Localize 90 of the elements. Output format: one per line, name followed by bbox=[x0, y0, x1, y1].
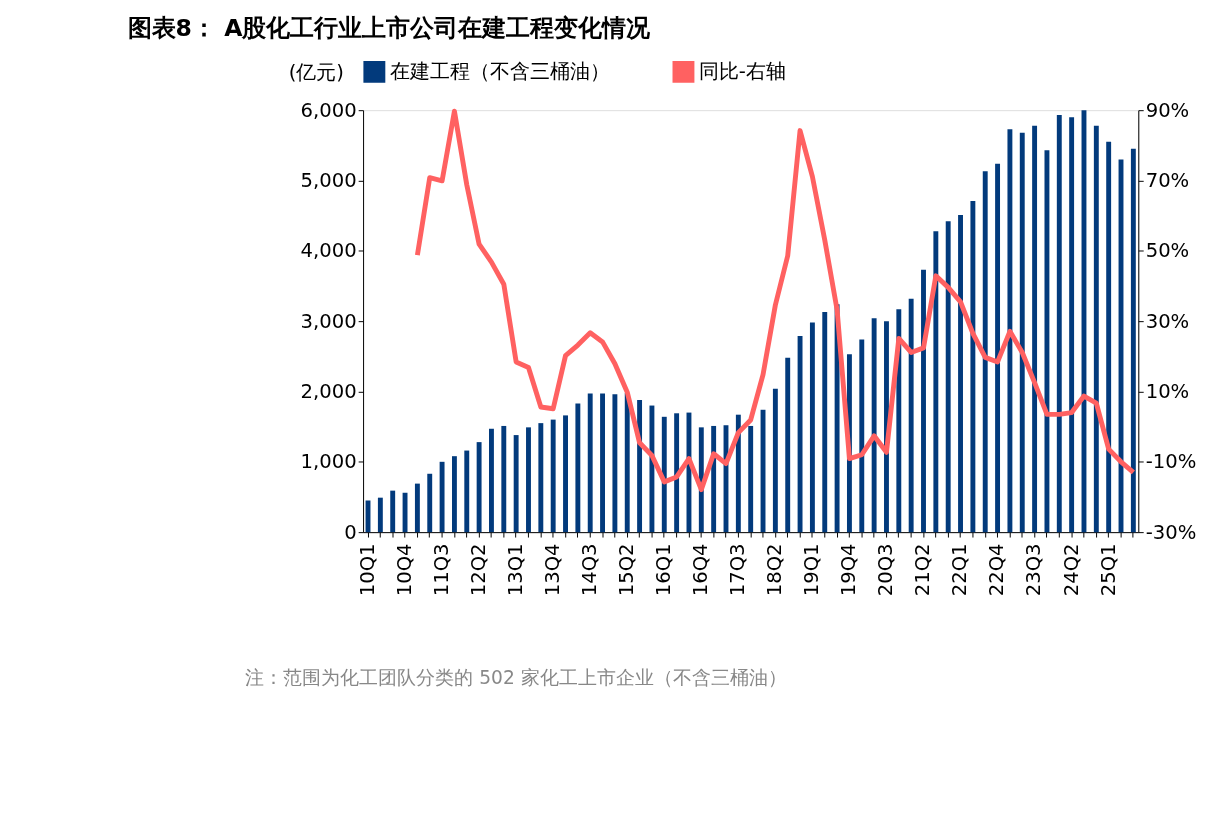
bar bbox=[1106, 141, 1112, 533]
x-tick-label: 25Q1 bbox=[1096, 543, 1120, 597]
x-tick-label: 20Q3 bbox=[874, 543, 898, 597]
bar bbox=[377, 497, 383, 533]
y2-tick-label: 30% bbox=[1145, 309, 1190, 333]
bar bbox=[735, 414, 741, 533]
bar bbox=[871, 318, 877, 533]
y2-tick-label: 90% bbox=[1145, 98, 1190, 122]
x-tick-label: 14Q3 bbox=[578, 543, 602, 597]
x-tick-label: 15Q2 bbox=[615, 543, 639, 597]
x-tick-label: 19Q4 bbox=[837, 543, 861, 597]
bar bbox=[1093, 125, 1099, 533]
legend-label: 同比-右轴 bbox=[698, 59, 786, 83]
bar bbox=[587, 393, 593, 533]
bar bbox=[674, 413, 680, 533]
bar bbox=[414, 483, 420, 533]
y-tick-label: 6,000 bbox=[300, 98, 357, 122]
bar bbox=[945, 221, 951, 533]
bar bbox=[1056, 115, 1062, 533]
x-tick-label: 10Q4 bbox=[392, 543, 416, 597]
text: 注：范围为化工团队分类的 502 家化工上市企业（不含三桶油） bbox=[245, 667, 787, 689]
bar bbox=[797, 335, 803, 533]
bar bbox=[489, 428, 494, 533]
bar bbox=[501, 425, 507, 533]
x-tick-label: 13Q1 bbox=[504, 543, 528, 597]
x-tick-label: 23Q3 bbox=[1022, 543, 1046, 597]
bar bbox=[822, 312, 828, 533]
line-series bbox=[414, 108, 1136, 493]
bar bbox=[513, 435, 519, 533]
y2-tick-label: 10% bbox=[1145, 379, 1190, 403]
x-tick-label: 22Q4 bbox=[985, 543, 1009, 597]
bar bbox=[538, 423, 544, 533]
x-tick-label: 21Q2 bbox=[911, 543, 935, 597]
bar bbox=[526, 427, 531, 533]
x-tick-label: 10Q1 bbox=[355, 543, 379, 597]
bar bbox=[982, 171, 988, 533]
y2-tick-label: 50% bbox=[1145, 239, 1190, 263]
y-tick-label: 1,000 bbox=[300, 450, 357, 474]
y-axis-title: (亿元) bbox=[288, 61, 344, 85]
bar bbox=[600, 393, 606, 533]
bar bbox=[933, 231, 939, 533]
bar bbox=[612, 394, 618, 533]
x-tick-label: 24Q2 bbox=[1059, 543, 1083, 597]
bar bbox=[661, 416, 667, 533]
bar bbox=[908, 298, 914, 533]
bar bbox=[550, 419, 556, 533]
bar bbox=[563, 415, 568, 533]
x-tick-label: 12Q2 bbox=[467, 543, 490, 597]
x-tick-label: 22Q1 bbox=[948, 543, 972, 597]
x-tick-label: 11Q3 bbox=[429, 543, 453, 597]
bar bbox=[624, 392, 630, 533]
x-tick-label: 13Q4 bbox=[541, 543, 565, 597]
bar bbox=[476, 442, 482, 533]
y-tick-label: 5,000 bbox=[300, 168, 357, 192]
x-tick-label: 16Q1 bbox=[652, 543, 676, 597]
y2-tick-label: -10% bbox=[1145, 450, 1197, 474]
bar bbox=[575, 403, 581, 533]
chart-title: 图表8： A股化工行业上市公司在建工程变化情况 bbox=[127, 13, 652, 42]
x-tick-label: 17Q3 bbox=[726, 543, 750, 597]
bar bbox=[649, 405, 655, 533]
x-tick-label: 18Q2 bbox=[763, 543, 787, 597]
bar bbox=[1019, 132, 1025, 533]
bar bbox=[1007, 129, 1013, 533]
bar bbox=[1044, 150, 1050, 533]
bar bbox=[390, 490, 396, 533]
bar bbox=[748, 425, 754, 533]
bar bbox=[921, 269, 926, 533]
bar bbox=[995, 163, 1001, 533]
bar bbox=[427, 473, 433, 533]
y2-tick-label: -30% bbox=[1145, 520, 1197, 544]
y-tick-label: 4,000 bbox=[300, 239, 357, 263]
bar bbox=[451, 456, 457, 533]
x-tick-label: 19Q1 bbox=[800, 543, 824, 597]
legend-label: 在建工程（不含三桶油） bbox=[389, 59, 610, 83]
bar bbox=[1069, 117, 1075, 533]
bar bbox=[809, 322, 815, 533]
y2-tick-label: 70% bbox=[1145, 168, 1190, 192]
bar bbox=[785, 357, 791, 533]
bar bbox=[859, 339, 865, 533]
bar bbox=[772, 388, 778, 533]
bar bbox=[1130, 148, 1136, 533]
y-tick-label: 3,000 bbox=[300, 309, 357, 333]
bar bbox=[1032, 125, 1038, 533]
bar bbox=[958, 214, 963, 533]
y-tick-label: 2,000 bbox=[300, 379, 357, 403]
x-tick-label: 16Q4 bbox=[689, 543, 713, 597]
bar bbox=[464, 450, 470, 533]
y-tick-label: 0 bbox=[344, 520, 357, 544]
bar bbox=[439, 461, 445, 533]
bar bbox=[970, 200, 976, 533]
